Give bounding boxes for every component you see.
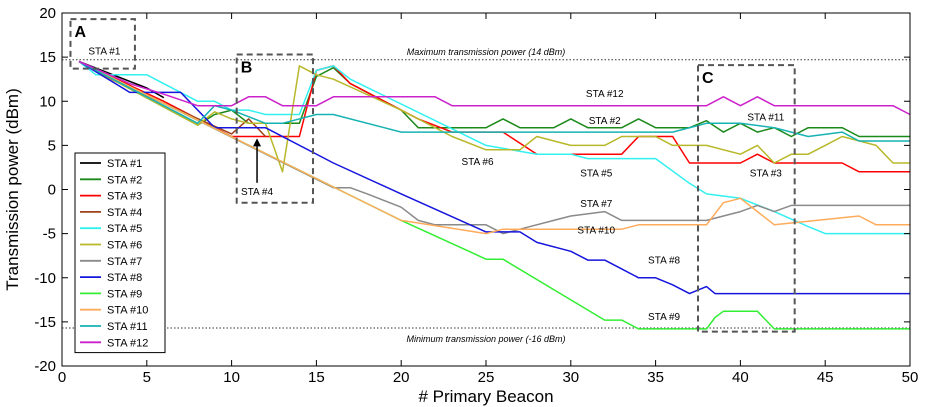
y-tick-label: 10 (39, 93, 56, 110)
annotation-arrow-head (253, 138, 262, 147)
reference-line-label: Minimum transmission power (-16 dBm) (406, 334, 565, 344)
annotation-sta-2: STA #2 (589, 116, 621, 127)
region-label-a: A (74, 24, 86, 41)
highlight-regions: A B C (69, 18, 796, 333)
legend-label-sta-11: STA #11 (107, 321, 148, 333)
x-axis-label: # Primary Beacon (418, 387, 553, 406)
series-sta-12 (78, 60, 911, 116)
y-tick-label: -5 (43, 226, 56, 243)
y-tick-label: 5 (48, 137, 56, 154)
axes: 0 5 10 15 20 25 30 35 40 45 50 -20 -15 -10 -5 0 5 10 15 20 #… (3, 5, 918, 406)
series-sta-8 (78, 60, 910, 295)
x-tick-label: 40 (732, 369, 749, 386)
annotation-sta-6: STA #6 (461, 157, 493, 168)
annotation-sta-9: STA #9 (648, 312, 680, 323)
x-tick-label: 30 (562, 369, 579, 386)
annotation-sta-3: STA #3 (750, 168, 782, 179)
legend-label-sta-3: STA #3 (107, 191, 142, 203)
legend-label-sta-9: STA #9 (107, 288, 142, 300)
series-sta-5 (78, 60, 910, 235)
legend-label-sta-8: STA #8 (107, 272, 142, 284)
legend-box (74, 152, 166, 354)
legend-label-sta-6: STA #6 (107, 240, 142, 252)
annotation-sta-5: STA #5 (580, 168, 612, 179)
x-tick-label: 50 (902, 369, 919, 386)
series-sta-11 (78, 60, 910, 142)
region-box-a (69, 18, 136, 70)
plot-area (62, 13, 910, 366)
region-label-c: C (702, 70, 714, 87)
series-sta-1 (78, 60, 165, 99)
y-axis-label: Transmission power (dBm) (3, 88, 22, 290)
legend-label-sta-5: STA #5 (107, 223, 142, 235)
annotation-sta-11: STA #11 (747, 113, 784, 124)
legend-label-sta-2: STA #2 (107, 174, 142, 186)
annotations: STA #1 STA #12 STA #2 STA #11 STA #6 STA #5 ST… (88, 46, 784, 323)
annotation-sta-10: STA #10 (577, 226, 615, 237)
y-tick-label: 15 (39, 49, 56, 66)
x-tick-label: 10 (223, 369, 240, 386)
region-box-b (235, 53, 315, 204)
series-sta-10 (78, 60, 910, 235)
region-box-c (697, 64, 796, 333)
x-tick-label: 45 (817, 369, 834, 386)
annotation-sta-4: STA #4 (241, 187, 273, 198)
legend-label-sta-7: STA #7 (107, 256, 142, 268)
x-tick-label: 15 (308, 369, 325, 386)
annotation-sta-8: STA #8 (648, 256, 680, 267)
x-tick-label: 25 (478, 369, 495, 386)
reference-lines: Maximum transmission power (14 dBm) Minim… (62, 47, 910, 344)
legend-label-sta-4: STA #4 (107, 207, 142, 219)
annotation-sta-1: STA #1 (88, 46, 120, 57)
annotation-sta-12: STA #12 (586, 89, 624, 100)
y-tick-label: -10 (34, 270, 56, 287)
series-sta-9 (78, 60, 910, 330)
legend-label-sta-10: STA #10 (107, 305, 148, 317)
y-tick-label: 0 (48, 182, 56, 199)
x-tick-label: 20 (393, 369, 410, 386)
annotation-sta-7: STA #7 (580, 199, 612, 210)
plot-background (62, 13, 910, 366)
reference-line-label: Maximum transmission power (14 dBm) (407, 47, 566, 57)
y-tick-label: -15 (34, 314, 56, 331)
legend: STA #1 STA #2 STA #3 STA #4 STA #5 STA #6 STA … (74, 152, 166, 354)
legend-label-sta-1: STA #1 (107, 158, 142, 170)
legend-label-sta-12: STA #12 (107, 337, 148, 349)
x-tick-label: 5 (143, 369, 151, 386)
region-label-b: B (241, 59, 253, 76)
y-tick-label: -20 (34, 358, 56, 375)
series-lines (78, 60, 911, 330)
x-tick-label: 35 (647, 369, 664, 386)
x-tick-label: 0 (58, 369, 66, 386)
y-tick-label: 20 (39, 5, 56, 22)
